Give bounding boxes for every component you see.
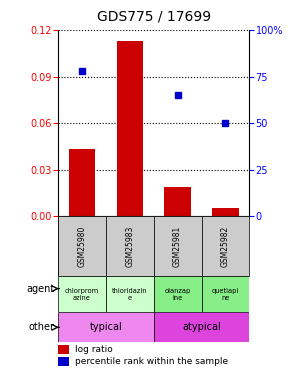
Text: GSM25980: GSM25980 bbox=[77, 225, 86, 267]
Text: quetiapi
ne: quetiapi ne bbox=[212, 288, 239, 301]
Bar bbox=[164, 187, 191, 216]
Bar bbox=[69, 149, 95, 216]
Bar bbox=[106, 216, 154, 276]
Bar bbox=[106, 276, 154, 312]
Bar bbox=[202, 216, 249, 276]
Bar bbox=[154, 276, 202, 312]
Bar bbox=[58, 357, 70, 366]
Text: GSM25982: GSM25982 bbox=[221, 225, 230, 267]
Text: atypical: atypical bbox=[182, 322, 221, 332]
Bar bbox=[58, 312, 154, 342]
Bar bbox=[154, 216, 202, 276]
Text: GSM25983: GSM25983 bbox=[125, 225, 134, 267]
Text: thioridazin
e: thioridazin e bbox=[112, 288, 148, 301]
Text: agent: agent bbox=[26, 284, 54, 294]
Text: typical: typical bbox=[90, 322, 122, 332]
Text: olanzap
ine: olanzap ine bbox=[164, 288, 191, 301]
Text: other: other bbox=[28, 322, 54, 332]
Text: GDS775 / 17699: GDS775 / 17699 bbox=[97, 9, 211, 23]
Text: chlorprom
azine: chlorprom azine bbox=[65, 288, 99, 301]
Text: percentile rank within the sample: percentile rank within the sample bbox=[75, 357, 228, 366]
Text: GSM25981: GSM25981 bbox=[173, 225, 182, 267]
Bar bbox=[58, 276, 106, 312]
Bar bbox=[202, 276, 249, 312]
Bar bbox=[58, 345, 70, 354]
Bar bbox=[212, 208, 239, 216]
Bar bbox=[117, 41, 143, 216]
Bar bbox=[58, 216, 106, 276]
Text: log ratio: log ratio bbox=[75, 345, 113, 354]
Bar bbox=[154, 312, 249, 342]
